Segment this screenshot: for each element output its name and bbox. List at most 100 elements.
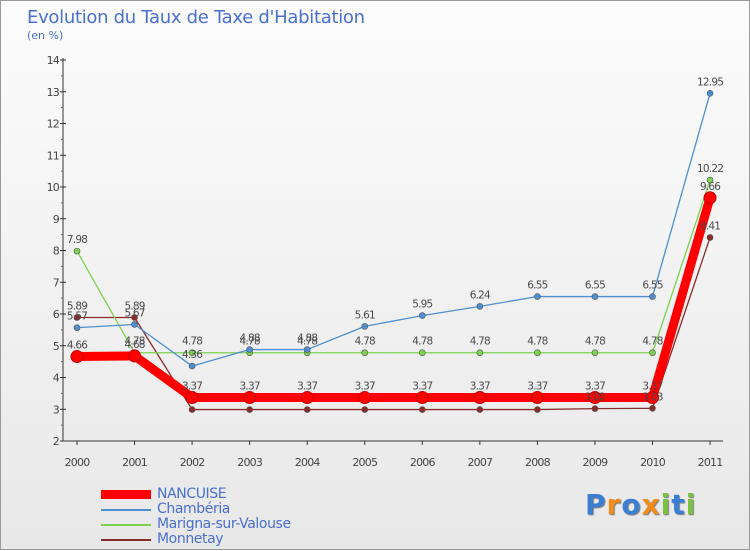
data-label: 12.95 (697, 76, 723, 88)
x-tick-label: 2005 (352, 456, 378, 469)
data-point (128, 349, 142, 363)
data-point (188, 349, 196, 357)
data-point (303, 406, 311, 413)
series-line-1 (76, 93, 711, 367)
data-point (706, 234, 714, 241)
data-point (530, 391, 544, 405)
y-tick-label: 4 (53, 372, 60, 385)
y-tick-label: 7 (53, 276, 60, 289)
y-tick-label: 2 (53, 435, 59, 448)
data-label: 3.37 (585, 381, 605, 393)
legend-label: NANCUISE (157, 486, 227, 502)
data-label: 5.61 (355, 309, 375, 321)
data-label: 7.98 (67, 234, 87, 246)
legend-label: Monnetay (157, 531, 224, 547)
legend-label: Chambéria (157, 501, 230, 517)
data-label: 3.37 (642, 381, 662, 393)
y-tick-label: 12 (47, 118, 59, 131)
data-point (188, 406, 196, 413)
data-point (131, 321, 138, 328)
data-label: 6.55 (527, 280, 547, 292)
data-point (185, 391, 199, 405)
data-point (300, 391, 314, 405)
y-tick-label: 14 (47, 54, 60, 67)
legend-swatch-nancuise (101, 490, 151, 499)
data-label: 4.78 (297, 336, 317, 348)
x-tick-label: 2006 (410, 456, 436, 469)
data-point (649, 293, 656, 300)
data-label: 3.37 (527, 381, 547, 393)
data-point (588, 391, 602, 405)
data-label: 8.41 (700, 220, 720, 232)
data-label: 5.89 (124, 300, 144, 312)
data-point (646, 391, 659, 405)
series-line-0 (76, 196, 715, 403)
data-point (476, 406, 484, 413)
data-label: 4.78 (124, 336, 144, 348)
data-point (591, 405, 599, 412)
data-label: 6.55 (585, 280, 605, 292)
data-point (361, 323, 369, 330)
legend-swatch-monnetay (101, 539, 151, 541)
data-point (534, 349, 541, 357)
data-label: 3.37 (355, 381, 375, 393)
x-tick-label: 2011 (698, 456, 723, 469)
data-label: 5.57 (67, 311, 87, 323)
x-tick-label: 2001 (122, 456, 147, 469)
y-tick-label: 5 (53, 340, 60, 353)
data-label: 4.78 (412, 336, 432, 348)
data-label: 4.78 (355, 336, 375, 348)
data-point (73, 314, 81, 321)
legend-swatch-chamberia (101, 509, 151, 511)
data-point (73, 324, 81, 331)
data-label: 3.37 (297, 381, 317, 393)
data-label: 6.24 (470, 289, 491, 301)
series-line-2 (76, 179, 711, 354)
data-point (70, 350, 84, 364)
data-point (131, 314, 138, 321)
data-label: 5.89 (67, 300, 87, 312)
x-tick-label: 2003 (237, 456, 263, 469)
data-label: 9.66 (700, 181, 721, 193)
x-tick-label: 2000 (65, 456, 91, 469)
data-label: 3.37 (470, 381, 490, 393)
y-tick-label: 13 (47, 86, 60, 99)
data-point (591, 349, 599, 357)
proxiti-logo: Proxiti (585, 488, 697, 521)
data-point (476, 303, 484, 310)
data-point (361, 349, 369, 357)
data-point (476, 349, 484, 357)
x-tick-label: 2004 (295, 456, 321, 469)
data-label: 3.37 (240, 381, 260, 393)
data-label: 5.95 (412, 299, 432, 311)
data-point (418, 406, 426, 413)
data-point (246, 346, 253, 353)
data-point (473, 391, 487, 405)
legend-label: Marigna-sur-Valouse (157, 516, 291, 532)
data-point (418, 312, 426, 319)
data-label: 4.66 (67, 340, 88, 352)
data-label: 4.88 (297, 333, 317, 345)
y-tick-label: 9 (53, 213, 60, 226)
y-tick-label: 3 (53, 403, 60, 416)
x-tick-label: 2007 (467, 456, 493, 469)
data-point (591, 293, 599, 300)
data-point (534, 293, 541, 300)
chart-subtitle: (en %) (27, 29, 64, 42)
data-point (649, 404, 656, 412)
y-tick-label: 8 (53, 245, 60, 258)
x-tick-label: 2008 (525, 456, 551, 469)
data-label: 4.78 (470, 336, 490, 348)
data-point (188, 362, 196, 370)
chart-title: Evolution du Taux de Taxe d'Habitation (27, 7, 365, 28)
y-tick-label: 6 (53, 308, 60, 321)
data-label: 6.55 (642, 280, 662, 292)
y-tick-label: 11 (47, 149, 59, 162)
data-point (73, 247, 81, 255)
data-label: 4.68 (124, 339, 144, 351)
data-label: 4.88 (240, 333, 260, 345)
data-point (246, 406, 253, 413)
data-label: 4.78 (642, 336, 662, 348)
data-label: 4.36 (182, 349, 203, 361)
